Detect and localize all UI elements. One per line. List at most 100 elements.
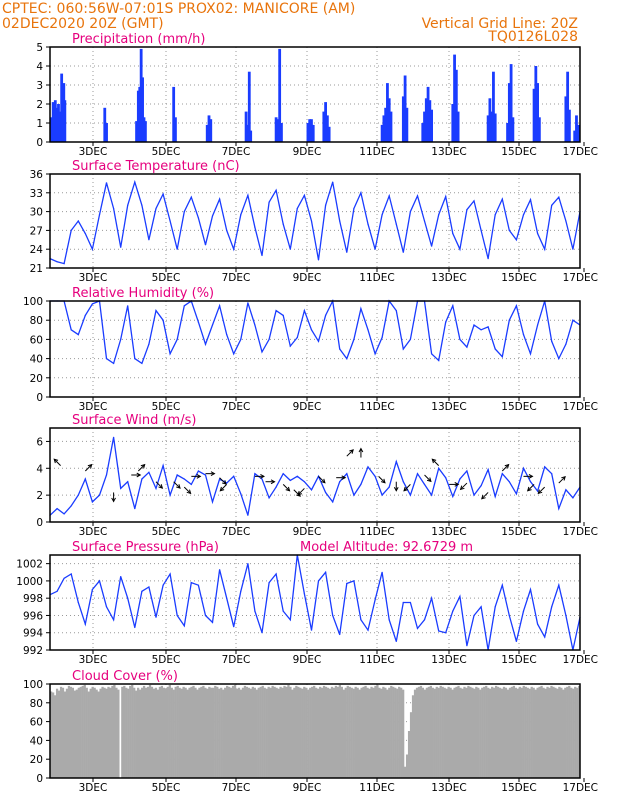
cloud-bar (322, 685, 326, 778)
cloud-bar (392, 686, 395, 778)
cloud-bar (518, 686, 521, 778)
cloud-bar (218, 688, 221, 778)
ytick-label: 4 (36, 61, 43, 73)
cloud-bar (489, 688, 492, 778)
series-point (176, 614, 178, 617)
series-point (565, 614, 567, 617)
series-point (183, 478, 185, 480)
ytick-label: 992 (23, 645, 43, 657)
xtick-label: 11DEC (359, 654, 394, 666)
series-point (261, 632, 263, 634)
series-point (197, 217, 199, 219)
series-point (98, 580, 101, 582)
series-point (233, 248, 235, 250)
cloud-bar (498, 687, 502, 778)
cloud-bar (91, 686, 94, 778)
series-point (515, 493, 518, 495)
cloud-bar (546, 686, 549, 778)
cloud-bar (255, 689, 258, 778)
cloud-bar (79, 686, 82, 778)
header-station: CPTEC: 060:56W-07:01S PROX02: MANICORE (… (2, 1, 355, 17)
precip-bar (246, 124, 250, 142)
cloud-bar (69, 686, 73, 778)
cloud-bar (435, 686, 438, 778)
series-point (438, 630, 440, 632)
series-point (501, 198, 503, 200)
series-point (91, 588, 93, 591)
cloud-bar (71, 687, 75, 778)
cloud-bar (105, 688, 108, 778)
series-point (261, 351, 263, 353)
precip-bar (536, 83, 539, 142)
series-point (105, 606, 108, 608)
series-point (501, 356, 503, 358)
cloud-bar (356, 687, 359, 778)
series-point (233, 475, 235, 477)
series-point (84, 623, 86, 625)
precip-bar (421, 123, 425, 142)
series-line (49, 437, 581, 516)
wind-arrowhead (297, 490, 303, 496)
series-point (395, 461, 397, 463)
series-point (508, 614, 510, 617)
cloud-bar (174, 686, 177, 778)
series-point (558, 508, 560, 510)
series-point (317, 259, 320, 261)
series-point (402, 601, 404, 604)
series-point (572, 319, 574, 321)
precip-bar (51, 102, 55, 142)
wind-arrow (318, 475, 326, 484)
series-point (558, 358, 560, 360)
xtick-label: 13DEC (431, 526, 466, 538)
wind-arrow (558, 476, 566, 484)
series-point (423, 483, 426, 485)
series-point (56, 261, 58, 263)
panel-frame (49, 46, 581, 143)
series-point (113, 436, 115, 438)
series-point (494, 495, 496, 498)
wind-arrowhead (270, 479, 276, 485)
xtick-label: 17DEC (563, 146, 598, 158)
cloud-bar (506, 689, 510, 778)
ytick-label: 5 (36, 42, 43, 54)
wind-arrowhead (136, 472, 142, 478)
series-point (494, 606, 496, 608)
xtick-label: 15DEC (501, 146, 536, 158)
series-point (219, 305, 221, 307)
series-point (169, 494, 171, 496)
series-point (381, 494, 383, 496)
ytick-label: 60 (30, 717, 43, 729)
cloud-bar (222, 689, 225, 778)
series-point (197, 584, 199, 586)
precip-bar (135, 121, 138, 142)
series-point (431, 494, 433, 496)
cloud-bar (338, 684, 342, 778)
cloud-bar (59, 686, 63, 778)
cloud-bar (107, 686, 110, 778)
cloud-bar (125, 687, 128, 778)
series-point (310, 329, 313, 331)
series-point (522, 214, 525, 216)
cloud-bar (540, 685, 543, 778)
series-point (431, 353, 433, 355)
series-point (416, 195, 419, 197)
xtick-label: 5DEC (152, 782, 181, 794)
series-point (487, 258, 489, 260)
series-point (544, 636, 546, 638)
precip-bar (568, 109, 571, 142)
wind-arrowhead (53, 458, 59, 464)
precip-bar (105, 123, 108, 142)
cloud-bar (344, 687, 347, 778)
series-point (120, 487, 122, 489)
series-point (77, 601, 79, 604)
wind-arrowhead (186, 489, 192, 495)
precip-bar (451, 104, 455, 142)
panel-2: 0 20 40 60 80 100 3DEC 5DEC 7DEC 9DEC 11DEC 13DEC 15… (23, 286, 598, 413)
precip-bar (382, 115, 386, 142)
xtick-label: 3DEC (79, 782, 108, 794)
xtick-label: 11DEC (359, 146, 394, 158)
precip-bar (430, 109, 433, 142)
series-point (98, 494, 101, 496)
series-point (572, 497, 574, 499)
cloud-bar (129, 685, 132, 778)
